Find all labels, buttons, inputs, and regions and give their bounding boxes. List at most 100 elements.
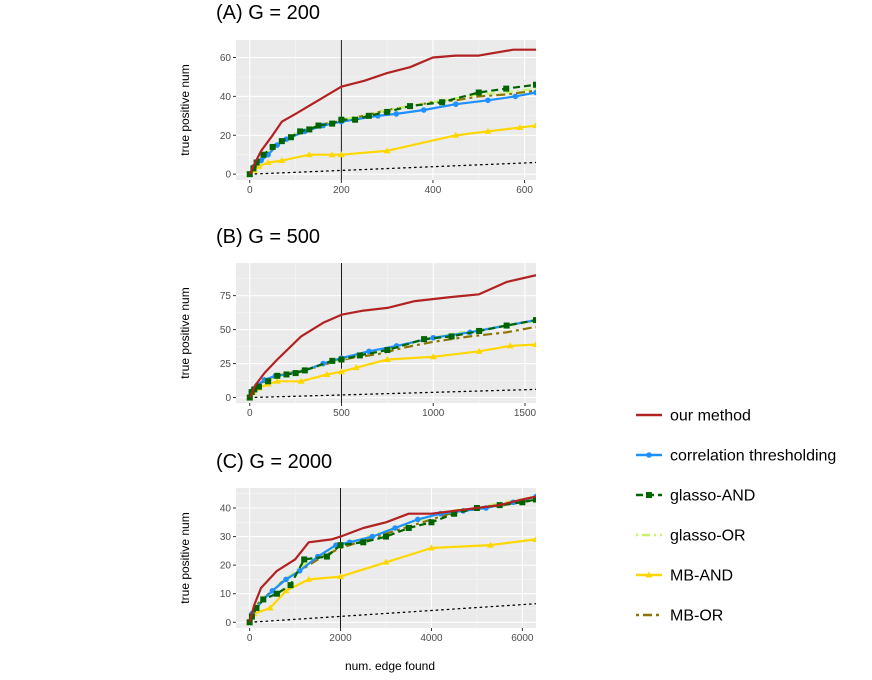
x-tick-label: 1000: [422, 408, 445, 419]
series-point-glasso-and: [356, 352, 363, 359]
y-tick-label: 30: [220, 532, 232, 543]
series-point-correlation-thresholding: [453, 101, 459, 107]
series-point-glasso-and: [301, 367, 308, 374]
series-point-mb-and: [305, 151, 313, 158]
series-point-correlation-thresholding: [512, 93, 519, 100]
y-tick-label: 0: [225, 393, 231, 404]
series-point-glasso-and: [287, 134, 294, 141]
legend-label: correlation thresholding: [670, 448, 836, 465]
series-point-glasso-and: [533, 81, 536, 88]
series-line-mb-and: [248, 538, 536, 623]
y-tick-label: 20: [220, 131, 232, 142]
x-tick-label: 4000: [420, 633, 443, 644]
y-tick-label: 60: [220, 53, 232, 64]
series-point-glasso-and: [533, 317, 536, 324]
y-axis-title: true positive num: [178, 512, 192, 603]
random-baseline: [248, 603, 536, 623]
series-point-mb-and: [328, 151, 336, 158]
series-point-glasso-and: [255, 383, 262, 390]
panel-3: 0 2000 4000 6000 0 10 20 30 40 (C) G = 2000 true p…: [178, 451, 536, 644]
series-point-mb-and: [475, 347, 483, 354]
legend-label: MB-OR: [670, 608, 723, 625]
x-tick-label: 2000: [329, 633, 352, 644]
legend-marker-glasso-and: [646, 492, 652, 498]
data-layer: [246, 488, 536, 628]
series-point-glasso-and: [301, 556, 308, 563]
series-point-glasso-and: [260, 596, 267, 603]
series-point-correlation-thresholding: [269, 588, 276, 594]
legend-label: glasso-AND: [670, 488, 755, 505]
panel-title: (A) G = 200: [216, 2, 320, 24]
series-point-mb-and: [427, 544, 435, 551]
series-point-correlation-thresholding: [258, 157, 264, 164]
data-layer: [246, 263, 536, 403]
series-point-mb-and: [305, 575, 313, 582]
series-point-glasso-and: [329, 357, 336, 364]
series-point-mb-and: [382, 558, 390, 565]
random-baseline: [249, 161, 536, 175]
series-point-glasso-and: [273, 590, 280, 597]
series-line-our-method: [248, 274, 536, 399]
series-point-correlation-thresholding: [392, 525, 398, 531]
series-point-mb-and: [516, 124, 524, 130]
series-point-mb-and: [278, 157, 286, 164]
series-point-correlation-thresholding: [369, 533, 376, 540]
y-axis-title: true positive num: [178, 64, 192, 155]
panel-title: (B) G = 500: [216, 226, 320, 248]
series-point-mb-and: [282, 587, 290, 594]
x-tick-label: 6000: [511, 633, 534, 644]
x-tick-label: 400: [425, 185, 442, 196]
series-point-glasso-and: [338, 356, 345, 363]
y-tick-label: 25: [220, 359, 232, 370]
series-point-mb-and: [337, 151, 345, 158]
x-tick-label: 1500: [514, 408, 537, 419]
x-tick-label: 0: [247, 408, 253, 419]
panel-1: 0 200 400 600 0 20 40 60 (A) G = 200 true positiv…: [178, 2, 536, 196]
series-point-glasso-and: [407, 103, 414, 110]
series-point-glasso-and: [292, 370, 299, 377]
series-point-glasso-and: [533, 496, 536, 503]
panel-title: (C) G = 2000: [216, 451, 332, 473]
plot-background: [236, 263, 536, 403]
series-point-glasso-and: [519, 499, 526, 506]
y-tick-label: 40: [220, 92, 232, 103]
y-tick-label: 20: [220, 561, 232, 572]
series-point-glasso-and: [269, 143, 276, 150]
series-point-glasso-and: [352, 116, 359, 123]
legend-item-glasso-and: glasso-AND: [636, 488, 755, 505]
y-tick-label: 40: [220, 504, 232, 515]
series-point-glasso-and: [451, 510, 458, 517]
series-point-mb-and: [323, 370, 331, 377]
series-point-glasso-and: [315, 122, 322, 129]
legend-marker-mb-and: [645, 571, 653, 578]
y-tick-label: 10: [220, 589, 232, 600]
series-point-glasso-and: [384, 108, 391, 115]
series-point-glasso-and: [476, 327, 483, 334]
series-point-mb-and: [383, 356, 391, 363]
series-point-mb-and: [532, 122, 536, 129]
series-point-correlation-thresholding: [420, 107, 427, 113]
series-point-correlation-thresholding: [485, 97, 491, 104]
series-point-mb-and: [266, 604, 274, 611]
x-tick-label: 0: [247, 185, 253, 196]
series-point-glasso-and: [297, 128, 304, 135]
legend-label: MB-AND: [670, 568, 733, 585]
x-axis-title: num. edge found: [345, 659, 435, 673]
series-point-mb-and: [506, 342, 514, 349]
series-point-glasso-and: [439, 99, 446, 106]
series-point-glasso-and: [274, 372, 281, 379]
y-tick-label: 75: [220, 291, 232, 302]
series-point-glasso-and: [323, 553, 330, 560]
legend-label: our method: [670, 408, 751, 425]
series-point-mb-and: [429, 353, 437, 360]
series-line-our-method: [248, 48, 536, 175]
y-axis-title: true positive num: [178, 287, 192, 378]
series-point-mb-and: [383, 147, 391, 154]
legend-item-glasso-or: glasso-OR: [636, 528, 746, 545]
series-point-glasso-and: [283, 371, 290, 378]
y-tick-label: 0: [225, 170, 231, 181]
series-point-correlation-thresholding: [533, 89, 536, 96]
series-line-our-method: [248, 495, 536, 623]
